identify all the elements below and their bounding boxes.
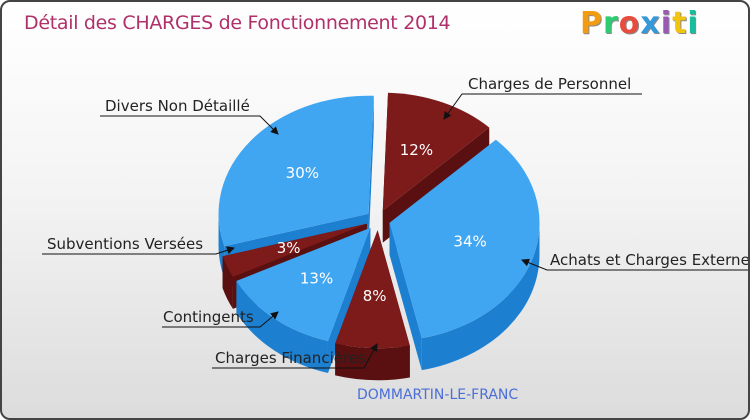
slice-percent-label: 30% bbox=[286, 164, 319, 182]
slice-category-label: Divers Non Détaillé bbox=[105, 97, 250, 115]
logo-letter: i bbox=[687, 6, 699, 41]
logo-letter: x bbox=[640, 6, 661, 41]
leader-line bbox=[162, 311, 279, 328]
pie-slice bbox=[335, 230, 410, 349]
pie-slice bbox=[236, 227, 371, 342]
slice-wall bbox=[389, 222, 422, 371]
slice-percent-label: 13% bbox=[300, 270, 333, 288]
leader-line bbox=[42, 246, 235, 255]
leader-line bbox=[100, 115, 279, 135]
logo-letter: i bbox=[660, 6, 673, 41]
slice-category-label: Subventions Versées bbox=[47, 235, 203, 253]
pie-slice bbox=[382, 92, 490, 211]
logo-letter: t bbox=[672, 6, 688, 41]
pie-tops: 12% 34% 8% 13% 3% 30% bbox=[218, 92, 540, 349]
slice-wall bbox=[368, 95, 374, 246]
slice-percent-label: 12% bbox=[400, 141, 433, 159]
slice-wall bbox=[222, 223, 367, 289]
slice-percent-label: 3% bbox=[277, 239, 301, 257]
leader-line bbox=[443, 93, 642, 120]
slice-category-label: Charges Financières bbox=[215, 349, 366, 367]
logo-letter: o bbox=[618, 6, 641, 41]
pie-slice bbox=[218, 95, 374, 247]
chart-title: Détail des CHARGES de Fonctionnement 201… bbox=[24, 12, 451, 34]
callout-labels: Charges de Personnel Achats et Charges Ex… bbox=[42, 75, 750, 369]
slice-outer-wall bbox=[421, 222, 540, 371]
commune-name: DOMMARTIN-LE-FRANC bbox=[357, 387, 519, 403]
proxiti-logo: Proxiti bbox=[580, 6, 699, 41]
pie-slice bbox=[222, 223, 367, 277]
slice-outer-wall bbox=[236, 281, 328, 374]
slice-category-label: Charges de Personnel bbox=[468, 75, 631, 93]
leader-line bbox=[521, 258, 748, 271]
slice-percent-label: 8% bbox=[363, 287, 387, 305]
slice-category-label: Contingents bbox=[163, 308, 254, 326]
pie-slice bbox=[389, 139, 540, 339]
logo-letter: r bbox=[603, 6, 619, 41]
slice-outer-wall bbox=[222, 256, 233, 309]
logo-letter: P bbox=[580, 6, 603, 41]
slice-category-label: Achats et Charges Externes bbox=[550, 251, 750, 269]
slice-outer-wall bbox=[335, 343, 410, 381]
leader-line bbox=[212, 343, 378, 369]
slice-percent-label: 34% bbox=[453, 233, 486, 251]
